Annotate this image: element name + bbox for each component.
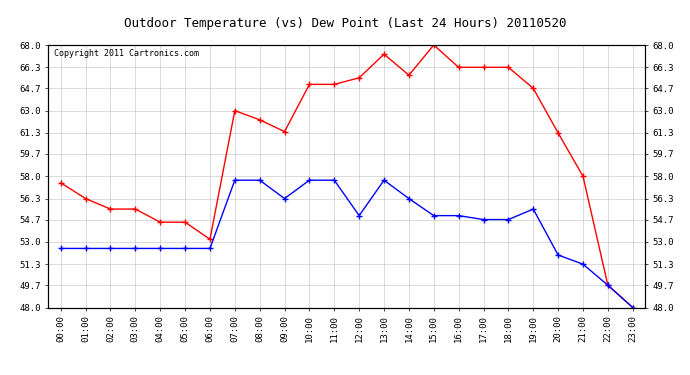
Text: Outdoor Temperature (vs) Dew Point (Last 24 Hours) 20110520: Outdoor Temperature (vs) Dew Point (Last… (124, 17, 566, 30)
Text: Copyright 2011 Cartronics.com: Copyright 2011 Cartronics.com (55, 49, 199, 58)
